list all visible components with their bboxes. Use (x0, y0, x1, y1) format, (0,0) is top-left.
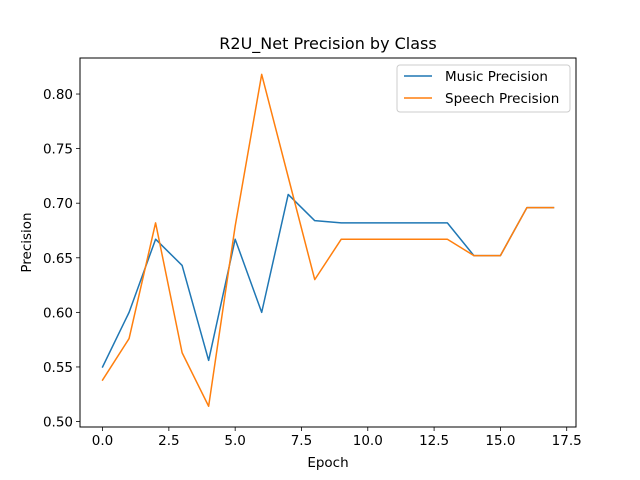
x-tick-label: 7.5 (291, 433, 312, 449)
y-tick-label: 0.75 (43, 142, 73, 158)
x-tick-label: 2.5 (158, 433, 179, 449)
chart-title: R2U_Net Precision by Class (219, 34, 436, 54)
legend-label-speech: Speech Precision (445, 91, 559, 107)
plot-lines (101, 73, 555, 408)
y-tick-label: 0.55 (43, 360, 73, 376)
x-tick-label: 0.0 (92, 433, 113, 449)
y-axis-ticks: 0.50 0.55 0.60 0.65 0.70 0.75 0.80 (43, 87, 80, 431)
y-tick-label: 0.65 (43, 251, 73, 267)
y-tick-label: 0.60 (43, 305, 73, 321)
y-tick-label: 0.70 (43, 196, 73, 212)
x-tick-label: 17.5 (552, 433, 582, 449)
x-axis-label: Epoch (307, 455, 348, 471)
legend: Music Precision Speech Precision (396, 64, 571, 113)
x-tick-label: 12.5 (419, 433, 449, 449)
x-tick-label: 15.0 (485, 433, 515, 449)
y-tick-label: 0.80 (43, 87, 73, 103)
y-axis-label: Precision (19, 212, 35, 272)
legend-label-music: Music Precision (445, 69, 548, 85)
x-tick-label: 10.0 (353, 433, 383, 449)
x-axis-ticks: 0.0 2.5 5.0 7.5 10.0 12.5 15.0 17.5 (92, 427, 582, 449)
legend-box (396, 64, 571, 113)
plot-frame (79, 57, 577, 428)
y-tick-label: 0.50 (43, 415, 73, 431)
series-line-1 (101, 73, 555, 408)
x-tick-label: 5.0 (224, 433, 245, 449)
